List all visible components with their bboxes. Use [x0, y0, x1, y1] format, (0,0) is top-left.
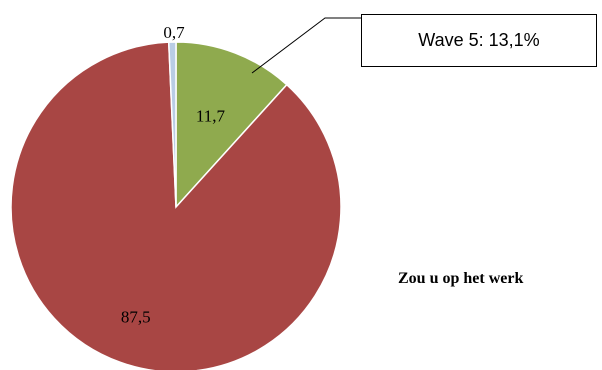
pie-slice-11-7 [175, 41, 288, 209]
question-text: Zou u op het werk [398, 270, 524, 287]
pie-slice-87-5 [10, 41, 342, 370]
callout-leader-line [251, 17, 361, 74]
pie-data-label: 11,7 [196, 107, 226, 126]
pie-slices [10, 41, 342, 370]
pie-data-label: 0,7 [163, 23, 185, 42]
pie-slice-0-7 [167, 41, 177, 208]
pie-data-label: 87,5 [121, 308, 151, 327]
pie-data-labels: 11,7 87,5 0,7 [121, 23, 226, 327]
wave-5-callout: Wave 5: 13,1% [361, 14, 597, 67]
